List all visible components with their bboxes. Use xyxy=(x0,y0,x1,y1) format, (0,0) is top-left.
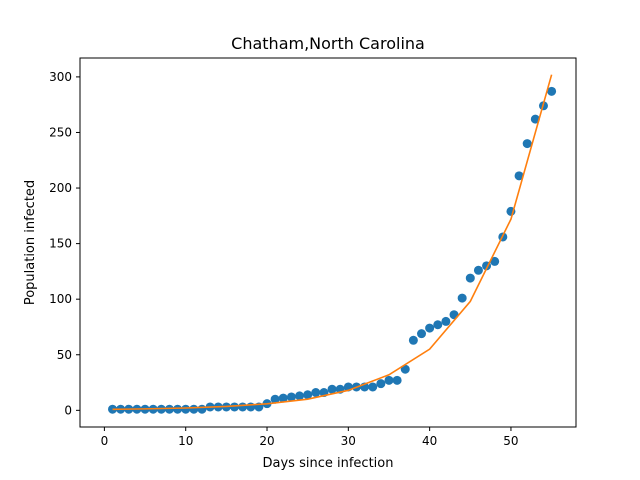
x-axis: 0 10 20 30 40 50 xyxy=(101,427,519,448)
data-point xyxy=(473,265,483,275)
data-point xyxy=(164,404,174,414)
data-point xyxy=(238,402,248,412)
x-tick-label: 30 xyxy=(341,434,356,448)
y-tick-label: 300 xyxy=(49,70,72,84)
data-point xyxy=(229,402,239,412)
data-point xyxy=(530,114,540,124)
y-tick-label: 0 xyxy=(64,403,72,417)
data-point xyxy=(400,364,410,374)
data-point xyxy=(392,375,402,385)
y-axis: 0 50 100 150 200 250 300 xyxy=(49,70,80,417)
data-point xyxy=(408,335,418,345)
y-tick-label: 100 xyxy=(49,292,72,306)
data-point xyxy=(270,394,280,404)
data-point xyxy=(547,86,557,96)
data-point xyxy=(181,404,191,414)
data-point xyxy=(376,379,386,389)
data-point xyxy=(490,256,500,266)
data-point xyxy=(189,404,199,414)
data-point xyxy=(173,404,183,414)
x-tick-label: 20 xyxy=(259,434,274,448)
chart-title: Chatham,North Carolina xyxy=(231,34,425,53)
y-tick-label: 150 xyxy=(49,237,72,251)
data-point xyxy=(368,382,378,392)
data-point xyxy=(457,293,467,303)
data-point xyxy=(311,388,321,398)
data-point xyxy=(303,390,313,400)
fit-curve xyxy=(112,74,553,411)
x-tick-label: 50 xyxy=(503,434,518,448)
data-point xyxy=(417,329,427,339)
data-point xyxy=(286,392,296,402)
y-tick-label: 200 xyxy=(49,181,72,195)
x-tick-label: 40 xyxy=(422,434,437,448)
x-tick-label: 10 xyxy=(178,434,193,448)
x-axis-label: Days since infection xyxy=(263,456,394,471)
plot-marks xyxy=(108,74,557,414)
y-tick-label: 250 xyxy=(49,125,72,139)
data-point xyxy=(197,404,207,414)
data-point xyxy=(425,323,435,333)
data-point xyxy=(278,393,288,403)
y-tick-label: 50 xyxy=(57,348,72,362)
plot-frame xyxy=(79,57,577,428)
y-axis-label: Population infected xyxy=(23,180,38,305)
data-point xyxy=(327,384,337,394)
data-point xyxy=(295,391,305,401)
data-point xyxy=(384,375,394,385)
x-tick-label: 0 xyxy=(101,434,109,448)
data-point xyxy=(433,320,443,330)
data-point xyxy=(465,273,475,283)
data-point xyxy=(522,139,532,149)
data-point xyxy=(441,316,451,326)
data-point xyxy=(514,171,524,181)
